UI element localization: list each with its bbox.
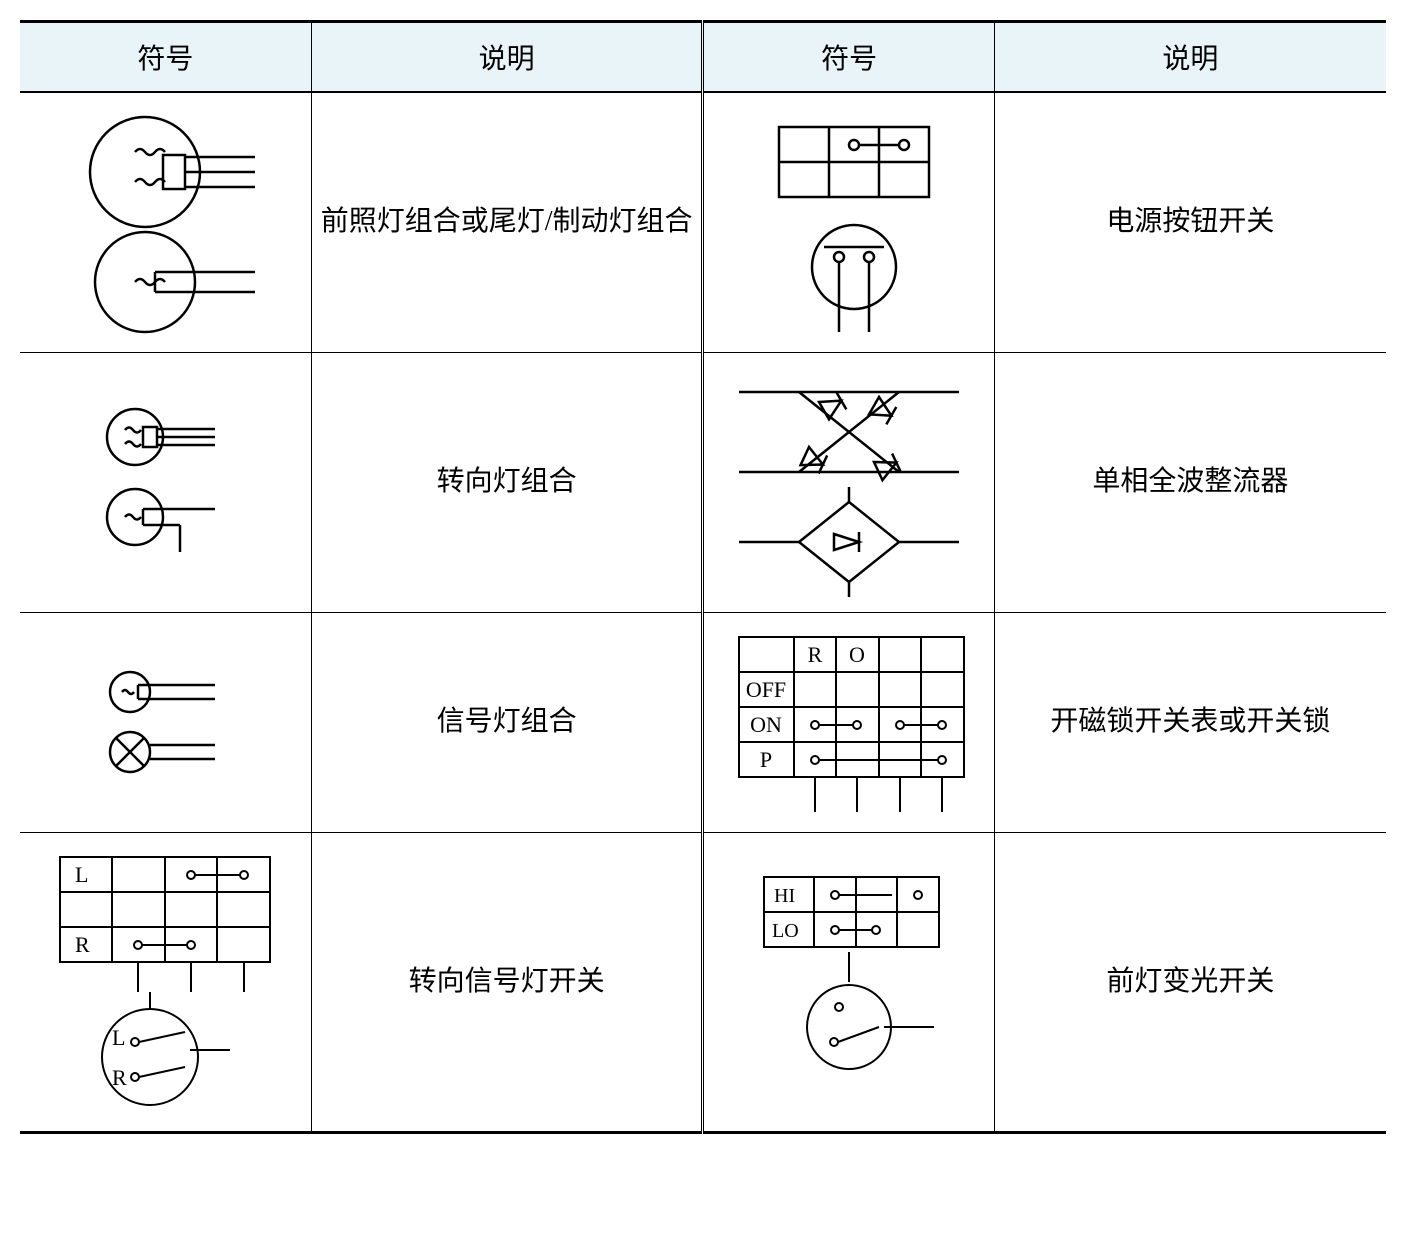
label-O: O: [849, 642, 865, 667]
desc-cell: 电源按钮开关: [994, 92, 1386, 352]
desc-cell: 前照灯组合或尾灯/制动灯组合: [311, 92, 703, 352]
headlamp-combo-icon: [55, 107, 275, 337]
symbol-cell: [20, 612, 311, 832]
label-OFF: OFF: [746, 677, 786, 702]
desc-cell: 信号灯组合: [311, 612, 703, 832]
label-LO: LO: [772, 920, 799, 942]
lock-switch-table-icon: R O OFF ON P: [719, 622, 979, 822]
symbol-cell: [20, 92, 311, 352]
table-row: 信号灯组合: [20, 612, 1386, 832]
table-row: L R L R 转向信号灯开关: [20, 832, 1386, 1132]
turn-signal-switch-icon: L R L R: [40, 842, 290, 1122]
header-symbol-2: 符号: [703, 22, 994, 93]
dimmer-switch-icon: HI LO: [734, 857, 964, 1107]
table-row: 前照灯组合或尾灯/制动灯组合: [20, 92, 1386, 352]
symbol-table: 符号 说明 符号 说明: [20, 20, 1386, 1134]
symbol-cell: HI LO: [703, 832, 994, 1132]
signal-lamp-combo-icon: [75, 647, 255, 797]
desc-cell: 开磁锁开关表或开关锁: [994, 612, 1386, 832]
turn-lamp-combo-icon: [65, 382, 265, 582]
symbol-cell: R O OFF ON P: [703, 612, 994, 832]
header-desc-2: 说明: [994, 22, 1386, 93]
desc-cell: 转向灯组合: [311, 352, 703, 612]
label-ON: ON: [750, 712, 782, 737]
header-symbol-1: 符号: [20, 22, 311, 93]
label-HI: HI: [774, 885, 795, 907]
symbol-cell: [703, 92, 994, 352]
label-R: R: [808, 642, 823, 667]
desc-cell: 前灯变光开关: [994, 832, 1386, 1132]
header-desc-1: 说明: [311, 22, 703, 93]
label-P: P: [760, 747, 772, 772]
label-R-bot: R: [112, 1065, 127, 1090]
label-L-top: L: [75, 862, 88, 887]
desc-cell: 单相全波整流器: [994, 352, 1386, 612]
symbol-cell: [20, 352, 311, 612]
table-row: 转向灯组合: [20, 352, 1386, 612]
power-button-switch-icon: [739, 107, 959, 337]
table-header-row: 符号 说明 符号 说明: [20, 22, 1386, 93]
symbol-cell: L R L R: [20, 832, 311, 1132]
desc-cell: 转向信号灯开关: [311, 832, 703, 1132]
symbol-cell: [703, 352, 994, 612]
label-L-bot: L: [112, 1025, 125, 1050]
label-R-top: R: [75, 932, 90, 957]
rectifier-icon: [719, 362, 979, 602]
